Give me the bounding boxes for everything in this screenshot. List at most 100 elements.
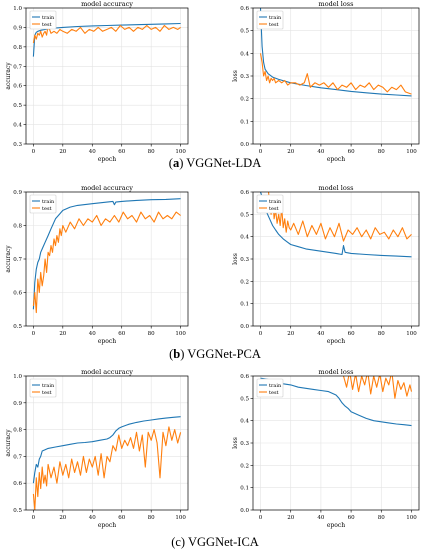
x-tick-label: 80 — [378, 331, 385, 337]
chart-title: model accuracy — [81, 0, 133, 8]
x-tick-label: 100 — [175, 515, 186, 521]
x-tick-label: 60 — [118, 149, 125, 155]
x-tick-label: 0 — [32, 149, 36, 155]
plot-frame — [25, 7, 189, 145]
x-tick-label: 60 — [118, 331, 125, 337]
y-tick-label: 0.7 — [13, 257, 22, 263]
caption-a: (a) VGGNet-LDA — [168, 156, 262, 170]
y-tick-label: 0.8 — [13, 224, 22, 230]
x-tick-label: 80 — [148, 515, 155, 521]
chart-title: model accuracy — [81, 184, 133, 192]
x-tick-label: 0 — [32, 331, 36, 337]
y-axis-label: loss — [232, 437, 239, 449]
x-tick-label: 100 — [175, 331, 186, 337]
x-tick-label: 80 — [148, 149, 155, 155]
y-tick-label: 0.0 — [240, 324, 249, 330]
chart-title: model loss — [319, 368, 354, 376]
y-tick-label: 0.1 — [240, 486, 249, 492]
x-tick-label: 100 — [406, 149, 417, 155]
plot-frame — [25, 375, 189, 511]
legend-label-train: train — [42, 199, 55, 205]
y-axis-label: accuracy — [5, 62, 12, 90]
x-tick-label: 60 — [348, 149, 355, 155]
y-axis-label: loss — [232, 253, 239, 265]
y-tick-label: 0.3 — [240, 257, 249, 263]
x-tick-label: 80 — [148, 331, 155, 337]
legend-label-train: train — [42, 383, 55, 389]
y-tick-label: 0.5 — [240, 212, 249, 218]
y-axis-label: accuracy — [5, 429, 12, 457]
x-axis-label: epoch — [98, 338, 116, 345]
y-tick-label: 0.2 — [240, 97, 249, 103]
series-line-test — [32, 24, 181, 44]
y-tick-label: 0.4 — [13, 123, 22, 129]
y-tick-label: 0.4 — [240, 419, 249, 425]
chart-panel-4: 0 20 40 60 80 100 0.5 0.6 0.7 0.8 0.9 1.0 model accu… — [5, 368, 189, 529]
legend-label-test: test — [42, 22, 52, 28]
series-line-test — [342, 376, 413, 399]
chart-panel-1: 0 20 40 60 80 100 0.0 0.1 0.2 0.3 0.4 0.5 0.6 model l… — [232, 0, 420, 163]
y-tick-label: 0.5 — [13, 508, 22, 514]
y-tick-label: 0.2 — [240, 279, 249, 285]
x-tick-label: 20 — [287, 149, 294, 155]
y-tick-label: 0.5 — [240, 396, 249, 402]
y-tick-label: 0.7 — [13, 64, 22, 70]
x-tick-label: 0 — [259, 331, 263, 337]
y-tick-label: 0.4 — [240, 235, 249, 241]
y-tick-label: 0.6 — [13, 84, 22, 90]
y-tick-label: 1.0 — [13, 6, 22, 12]
y-tick-label: 0.5 — [13, 103, 22, 109]
x-tick-label: 100 — [406, 331, 417, 337]
x-tick-label: 60 — [348, 515, 355, 521]
series-line-train — [260, 377, 412, 427]
y-tick-label: 0.5 — [13, 324, 22, 330]
x-tick-label: 40 — [89, 331, 96, 337]
y-tick-label: 0.8 — [13, 45, 22, 51]
series-line-train — [32, 22, 181, 57]
x-tick-label: 100 — [175, 149, 186, 155]
series-line-test — [267, 192, 412, 242]
y-axis-label: accuracy — [5, 245, 12, 273]
x-tick-label: 0 — [32, 515, 36, 521]
legend-label-test: test — [269, 22, 279, 28]
x-axis-label: epoch — [327, 156, 345, 163]
y-tick-label: 0.7 — [13, 454, 22, 460]
series-line-train — [259, 192, 412, 258]
series-line-test — [259, 53, 412, 95]
x-tick-label: 20 — [59, 331, 66, 337]
x-tick-label: 80 — [378, 149, 385, 155]
y-tick-label: 0.6 — [13, 291, 22, 297]
x-axis-label: epoch — [327, 522, 345, 529]
x-axis-label: epoch — [98, 522, 116, 529]
x-tick-label: 60 — [348, 331, 355, 337]
x-tick-label: 60 — [118, 515, 125, 521]
y-tick-label: 0.9 — [13, 401, 22, 407]
y-tick-label: 0.3 — [13, 142, 22, 148]
x-tick-label: 40 — [317, 515, 324, 521]
y-tick-label: 0.6 — [240, 6, 249, 12]
y-tick-label: 0.1 — [240, 119, 249, 125]
y-tick-label: 0.5 — [240, 29, 249, 35]
legend-label-test: test — [42, 206, 52, 212]
legend-label-test: test — [42, 390, 52, 396]
x-axis-label: epoch — [98, 156, 116, 163]
y-tick-label: 0.9 — [13, 190, 22, 196]
y-tick-label: 0.4 — [240, 51, 249, 57]
y-tick-label: 0.8 — [13, 428, 22, 434]
x-axis-label: epoch — [327, 338, 345, 345]
y-tick-label: 0.2 — [240, 463, 249, 469]
y-tick-label: 0.3 — [240, 441, 249, 447]
legend-label-train: train — [42, 15, 55, 21]
x-tick-label: 0 — [259, 515, 263, 521]
x-tick-label: 20 — [59, 515, 66, 521]
caption-b: (b) VGGNet-PCA — [169, 347, 261, 361]
chart-panel-5: 0 20 40 60 80 100 0.0 0.1 0.2 0.3 0.4 0.5 0.6 model l… — [232, 368, 420, 529]
y-tick-label: 0.6 — [240, 190, 249, 196]
